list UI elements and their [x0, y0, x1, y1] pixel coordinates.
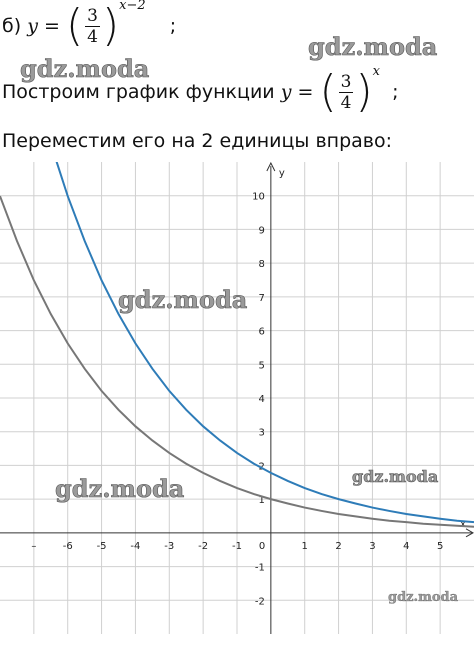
paren: ) — [101, 0, 120, 51]
watermark: gdz.moda — [352, 467, 439, 487]
text: ; — [169, 15, 177, 37]
x-tick-label: 1 — [302, 541, 308, 552]
x-tick-label: 2 — [335, 541, 341, 552]
y-tick-label: 1 — [258, 495, 264, 506]
y-tick-label: 9 — [258, 225, 264, 236]
text: б) — [2, 15, 22, 37]
eq: = — [43, 15, 60, 37]
axis-label: y — [279, 168, 285, 179]
x-tick-label: -2 — [198, 541, 208, 552]
y-tick-label: 5 — [258, 360, 264, 371]
num: 3 — [338, 71, 354, 93]
text-line: Переместим его на 2 единицы вправо: — [2, 130, 392, 152]
x-tick-label: -1 — [232, 541, 242, 552]
curve — [0, 195, 474, 528]
var: y — [27, 15, 38, 37]
exponent: x−2 — [119, 0, 146, 13]
num: 3 — [85, 5, 100, 27]
paren: ( — [65, 0, 84, 51]
x-tick-label: -5 — [97, 541, 107, 552]
watermark: gdz.moda — [388, 590, 459, 605]
x-tick-label: – — [31, 541, 36, 552]
den: 4 — [340, 92, 352, 113]
den: 4 — [87, 26, 98, 47]
text: ; — [392, 81, 399, 103]
eq: = — [297, 81, 314, 103]
paren: ) — [355, 66, 373, 117]
x-tick-label: 3 — [369, 541, 375, 552]
x-tick-label: -3 — [164, 541, 174, 552]
y-tick-label: 7 — [258, 293, 264, 304]
y-tick-label: 6 — [258, 327, 264, 338]
paren: ( — [319, 66, 337, 117]
y-tick-label: -2 — [255, 596, 265, 607]
x-tick-label: 5 — [437, 541, 443, 552]
watermark: gdz.moda — [118, 285, 248, 315]
watermark: gdz.moda — [20, 54, 150, 84]
var: y — [280, 81, 292, 103]
y-tick-label: 4 — [258, 394, 264, 405]
y-tick-label: 10 — [252, 192, 265, 203]
y-tick-label: 8 — [258, 259, 264, 270]
arrow — [465, 528, 474, 538]
y-tick-label: 3 — [258, 428, 264, 439]
x-tick-label: -4 — [130, 541, 140, 552]
origin-label: 0 — [259, 541, 265, 552]
y-tick-label: -1 — [255, 563, 265, 574]
exponent: x — [372, 64, 380, 79]
watermark: gdz.moda — [55, 474, 185, 504]
curve — [55, 162, 474, 524]
arrow — [266, 161, 276, 172]
axis-label: x — [460, 519, 466, 530]
watermark: gdz.moda — [308, 32, 438, 62]
text: Переместим его на 2 единицы вправо: — [2, 130, 393, 152]
text: Построим график функции — [2, 81, 275, 103]
x-tick-label: -6 — [63, 541, 73, 552]
x-tick-label: 4 — [403, 541, 409, 552]
